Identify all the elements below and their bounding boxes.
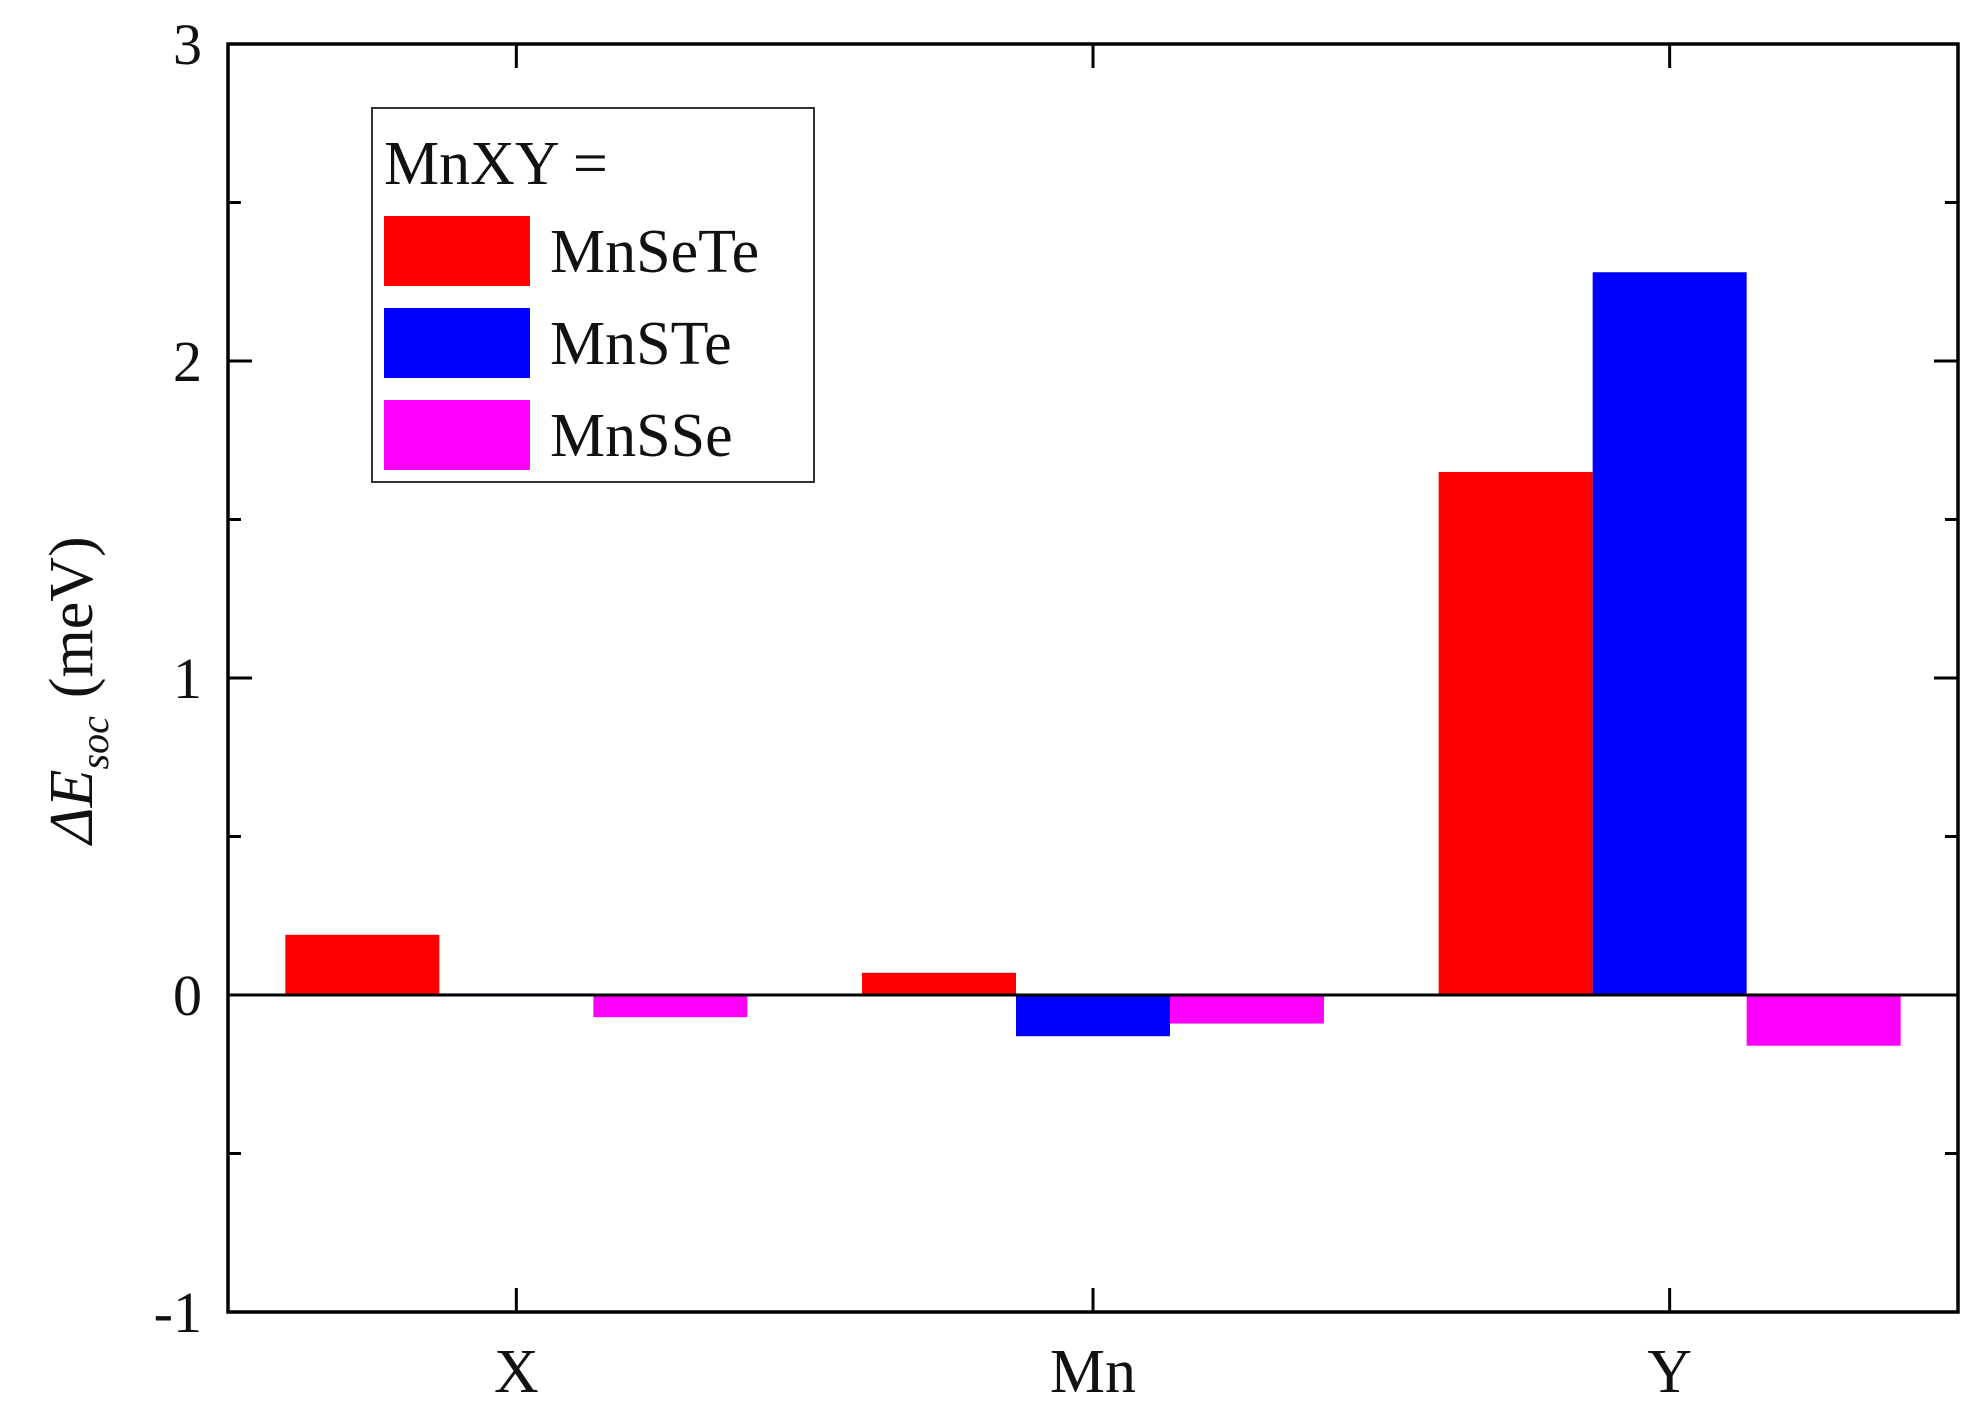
legend-label-MnSeTe: MnSeTe [550,218,759,286]
legend-label-MnSTe: MnSTe [550,310,732,378]
legend: MnXY = MnSeTe MnSTe MnSSe [371,107,815,483]
bar-MnSTe-Y [1592,272,1747,995]
legend-swatch-MnSTe [384,308,530,378]
y-tick-label: 3 [173,12,202,77]
bar-MnSSe-Mn [1170,995,1324,1024]
bar-MnSeTe-Mn [862,972,1016,995]
plot-area: -1 0 1 2 3 X Mn Y [154,12,1960,1406]
y-tick-label: 2 [173,329,202,394]
bar-MnSeTe-X [285,934,440,995]
svg-text:ΔEsoc(meV): ΔEsoc (meV) [38,536,117,846]
bar-MnSTe-Mn [1016,995,1170,1037]
x-category-label: Mn [1050,1338,1136,1406]
y-axis-label: ΔEsoc (meV) [38,536,117,846]
bar-MnSeTe-Y [1438,471,1593,995]
x-category-label: Y [1647,1338,1692,1406]
y-axis-symbol: ΔE [38,769,106,846]
y-tick-label: -1 [154,1280,202,1345]
legend-title: MnXY = [384,130,608,198]
legend-label-MnSSe: MnSSe [550,402,733,470]
y-tick-label: 0 [173,963,202,1028]
x-category-label: X [494,1338,539,1406]
bar-MnSSe-Y [1746,995,1901,1046]
y-axis-unit: (meV) [38,536,106,698]
y-axis-subscript: soc [72,716,117,770]
legend-swatch-MnSSe [384,400,530,470]
bar-MnSSe-X [593,995,748,1018]
y-tick-label: 1 [173,646,202,711]
legend-swatch-MnSeTe [384,216,530,286]
